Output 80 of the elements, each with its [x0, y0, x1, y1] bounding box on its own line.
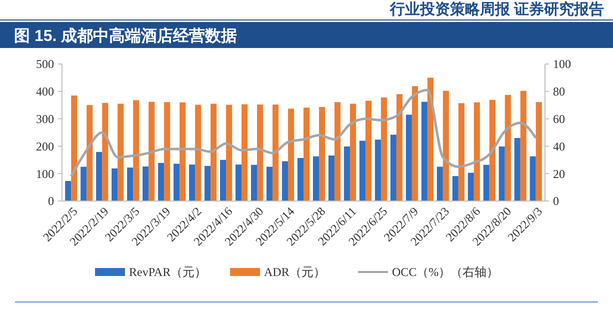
bar — [458, 103, 464, 201]
bar — [520, 90, 526, 201]
y2-tick-label: 0 — [553, 194, 559, 208]
bar — [318, 107, 326, 201]
bar — [282, 161, 288, 201]
bar — [266, 166, 273, 201]
bar — [396, 94, 402, 201]
legend-label: ADR（元） — [264, 265, 326, 280]
bar — [328, 156, 334, 201]
y-tick-label: 400 — [36, 84, 54, 99]
bar — [514, 138, 520, 201]
bar — [498, 146, 505, 201]
bar — [350, 104, 356, 201]
y-tick-label: 100 — [36, 166, 54, 181]
bar — [174, 164, 180, 201]
bar — [483, 164, 490, 201]
bar — [127, 168, 134, 201]
y2-tick-label: 100 — [553, 57, 571, 72]
bar — [365, 100, 372, 201]
bar — [412, 86, 418, 201]
y-tick-label: 300 — [36, 112, 54, 126]
bar — [180, 102, 186, 201]
bar — [359, 140, 366, 201]
bar — [226, 104, 232, 201]
bar — [452, 176, 458, 201]
y2-tick-label: 20 — [553, 166, 565, 181]
bar — [536, 102, 542, 201]
bar — [530, 156, 536, 201]
bar — [312, 156, 319, 201]
text: 行业投资策略周报 证券研究报告 — [388, 0, 604, 18]
y2-tick-label: 60 — [553, 112, 565, 126]
y2-tick-label: 80 — [553, 84, 565, 99]
bar — [468, 172, 474, 201]
bar — [489, 100, 496, 201]
bar — [242, 104, 248, 201]
bar — [189, 164, 196, 201]
bar — [257, 104, 264, 201]
bar — [344, 146, 350, 201]
chart-title: 图 15. 成都中高端酒店经营数据 — [14, 26, 238, 45]
bar — [133, 100, 140, 201]
bar — [158, 162, 164, 201]
bar — [272, 104, 279, 201]
legend-label: RevPAR（元） — [129, 265, 207, 280]
bar — [474, 102, 480, 201]
bar — [80, 166, 87, 201]
bar — [390, 134, 396, 201]
bar — [112, 168, 118, 201]
bar — [164, 102, 170, 201]
bar — [102, 102, 108, 201]
bar — [204, 166, 211, 201]
bar — [235, 164, 242, 201]
bar — [427, 78, 434, 201]
bar — [288, 108, 294, 201]
bar — [374, 140, 381, 201]
bar — [142, 166, 149, 201]
bar — [96, 152, 102, 201]
bar — [421, 102, 428, 201]
bar — [71, 96, 78, 201]
line-series — [70, 88, 538, 178]
bar — [304, 108, 310, 201]
bar — [334, 102, 341, 201]
y-tick-label: 500 — [36, 57, 54, 72]
bar — [118, 104, 124, 201]
y-tick-label: 0 — [48, 194, 54, 208]
bar — [220, 160, 226, 201]
bar — [210, 104, 217, 201]
bar — [297, 158, 304, 201]
bar — [380, 97, 387, 201]
y-tick-label: 200 — [36, 139, 54, 154]
y2-tick-label: 40 — [553, 139, 565, 154]
bar — [86, 105, 93, 201]
bar — [406, 114, 412, 201]
bar — [504, 94, 511, 201]
bar — [148, 102, 155, 201]
bar — [250, 164, 258, 201]
bar — [65, 181, 72, 201]
bar — [195, 104, 202, 201]
bar — [442, 90, 449, 201]
legend-label: OCC（%）（右轴） — [392, 265, 499, 280]
bar — [436, 166, 443, 201]
